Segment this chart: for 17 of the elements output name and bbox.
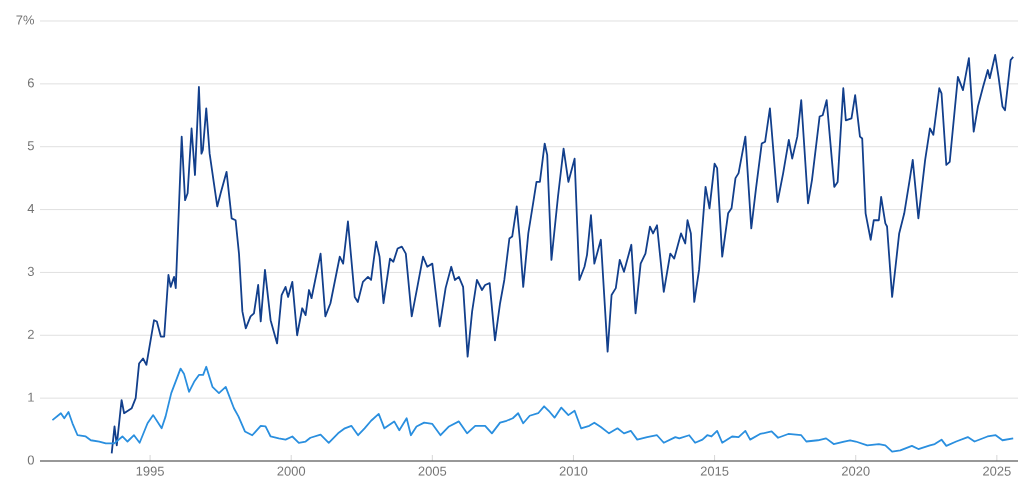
x-tick-label: 2010 xyxy=(559,466,588,476)
x-tick-label: 2005 xyxy=(418,466,447,476)
y-tick-label: 7% xyxy=(16,15,35,25)
x-tick-label: 1995 xyxy=(136,466,164,476)
y-tick-label: 0 xyxy=(27,455,34,465)
y-tick-label: 2 xyxy=(27,329,34,339)
y-tick-label: 1 xyxy=(28,392,34,402)
x-tick-label: 2020 xyxy=(841,466,870,476)
y-tick-label: 4 xyxy=(27,204,35,214)
x-tick-label: 2025 xyxy=(983,466,1011,476)
y-tick-label: 5 xyxy=(27,141,34,151)
y-tick-label: 3 xyxy=(27,266,34,277)
x-tick-label: 2015 xyxy=(700,466,729,476)
y-tick-label: 6 xyxy=(27,78,34,88)
line-series xyxy=(51,365,1015,453)
line-series xyxy=(110,54,1015,455)
x-tick-label: 2000 xyxy=(277,466,306,476)
